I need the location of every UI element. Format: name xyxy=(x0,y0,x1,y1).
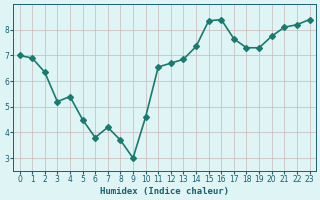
X-axis label: Humidex (Indice chaleur): Humidex (Indice chaleur) xyxy=(100,187,229,196)
